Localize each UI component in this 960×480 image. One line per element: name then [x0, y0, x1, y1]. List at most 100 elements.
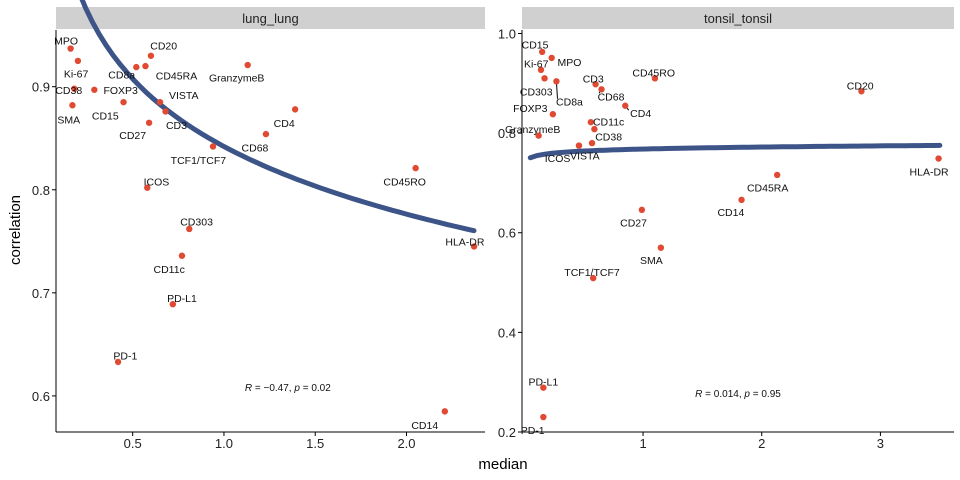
data-point-tcf1-tcf7 — [209, 143, 217, 150]
data-label: CD14 — [411, 420, 438, 432]
data-point-vista — [588, 139, 596, 147]
data-label: PD-1 — [521, 425, 545, 437]
y-tick-label: 0.9 — [32, 80, 50, 95]
data-point-cd45ro — [651, 75, 659, 82]
data-label: CD303 — [180, 217, 213, 229]
data-label: CD45RA — [156, 70, 197, 82]
data-point-cd68 — [598, 86, 605, 93]
data-point-cd45ra — [142, 62, 149, 70]
data-point-cd3 — [162, 108, 169, 115]
data-label: HLA-DR — [445, 236, 485, 248]
data-label: Ki-67 — [64, 68, 89, 80]
data-point-cd14 — [441, 408, 449, 415]
data-point-pd-l1 — [169, 300, 177, 308]
data-label: FOXP3 — [513, 103, 548, 115]
data-label: SMA — [57, 115, 80, 127]
data-label: GranzymeB — [209, 72, 264, 84]
data-label: CD8a — [108, 69, 135, 81]
y-tick-label: 0.6 — [32, 389, 50, 404]
data-label: TCF1/TCF7 — [564, 267, 620, 279]
facet-strip — [56, 7, 485, 29]
data-point-cd38 — [71, 85, 78, 92]
data-point-mpo — [67, 45, 74, 52]
data-point-cd11c — [178, 252, 186, 259]
data-point-pd-l1 — [540, 384, 547, 391]
data-label: PD-L1 — [528, 377, 558, 389]
data-point-sma — [657, 244, 665, 251]
data-label: CD15 — [92, 111, 119, 123]
data-point-foxp3 — [91, 86, 98, 93]
y-tick-label: 0.8 — [498, 126, 516, 141]
data-point-tcf1-tcf7 — [590, 274, 597, 282]
data-point-cd15 — [120, 98, 127, 106]
data-label: SMA — [640, 255, 663, 267]
data-label: CD4 — [274, 118, 295, 130]
data-point-granzymeb — [244, 61, 251, 69]
data-label: CD45RO — [632, 67, 675, 79]
data-point-cd68 — [262, 130, 270, 138]
data-label: CD14 — [717, 207, 744, 219]
fit-curve — [527, 142, 943, 161]
data-point-ki-67 — [74, 57, 82, 65]
data-label: VISTA — [169, 90, 199, 102]
data-point-pd-1 — [540, 413, 547, 421]
data-point-cd20 — [147, 52, 155, 59]
data-label: CD8a — [556, 97, 583, 109]
x-tick-label: 3 — [877, 436, 884, 451]
data-point-foxp3 — [549, 110, 557, 118]
data-point-cd8a — [133, 63, 140, 71]
y-tick-label: 0.7 — [32, 286, 50, 301]
y-tick-label: 0.4 — [498, 325, 516, 340]
data-point-cd11c — [587, 118, 595, 126]
x-tick-label: 2.0 — [397, 436, 415, 451]
data-point-cd4 — [291, 106, 299, 113]
data-label: CD38 — [595, 132, 622, 144]
data-point-mpo — [548, 54, 555, 62]
x-tick-label: 2 — [758, 436, 765, 451]
data-label: CD27 — [620, 217, 647, 229]
data-label: CD3 — [583, 73, 604, 85]
data-point-cd27 — [145, 119, 153, 126]
x-tick-label: 0.5 — [124, 436, 142, 451]
x-tick-label: 1.5 — [306, 436, 324, 451]
data-point-icos — [575, 142, 583, 149]
data-point-icos — [144, 184, 151, 191]
facet-strip-label: lung_lung — [242, 11, 298, 26]
y-tick-label: 0.8 — [32, 183, 50, 198]
facet-strip-label: tonsil_tonsil — [704, 11, 772, 26]
data-label: CD11c — [154, 264, 185, 276]
data-point-vista — [156, 98, 164, 106]
data-point-cd3 — [592, 81, 599, 88]
data-point-cd8a — [553, 78, 560, 85]
data-label: CD4 — [630, 108, 651, 120]
data-label: TCF1/TCF7 — [171, 155, 227, 167]
data-point-cd4 — [622, 102, 629, 109]
data-label: VISTA — [570, 151, 600, 163]
data-label: CD45RA — [747, 182, 788, 194]
facet-strip — [522, 7, 954, 29]
data-label: CD27 — [119, 130, 146, 142]
data-label: CD15 — [522, 39, 549, 51]
data-label: Ki-67 — [524, 58, 549, 70]
fit-curve — [79, 0, 477, 234]
data-point-hla-dr — [470, 243, 478, 250]
data-point-cd14 — [738, 196, 745, 204]
data-point-sma — [69, 102, 76, 109]
data-label: CD11c — [593, 117, 624, 129]
x-tick-label: 1.0 — [215, 436, 233, 451]
data-label: CD20 — [847, 80, 874, 92]
data-label: GranzymeB — [505, 124, 560, 136]
data-point-granzymeb — [535, 132, 542, 139]
data-point-cd303 — [541, 75, 548, 82]
data-label: ICOS — [144, 177, 170, 189]
data-point-hla-dr — [935, 155, 942, 162]
data-point-cd303 — [186, 225, 193, 233]
data-label: PD-L1 — [167, 293, 197, 305]
stats-annotation: R = −0.47, p = 0.02 — [245, 383, 331, 394]
panel-lung_lung: lung_lung 0.5 1.0 1.5 2.0 0.6 0.7 0.8 0.9 MPO Ki-6… — [32, 0, 485, 451]
data-label: PD-1 — [113, 351, 137, 363]
data-label: CD45RO — [383, 177, 426, 189]
data-label: CD68 — [598, 91, 625, 103]
panel-tonsil_tonsil: tonsil_tonsil 1 2 3 0.2 0.4 0.6 0.8 1.0 CD15 Ki-67… — [498, 7, 954, 451]
